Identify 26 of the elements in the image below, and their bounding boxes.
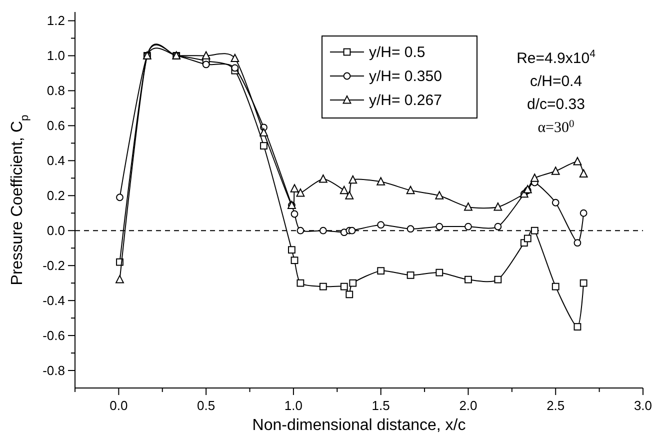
- x-tick-label: 0.0: [110, 398, 128, 413]
- x-axis-title: Non-dimensional distance, x/c: [252, 417, 466, 434]
- y-tick-label: 0.4: [46, 153, 65, 168]
- annotation: d/c=0.33: [527, 96, 585, 113]
- annotation: c/H=0.4: [530, 73, 582, 90]
- y-tick-label: 1.2: [46, 13, 65, 28]
- y-tick-label: -0.6: [42, 328, 65, 344]
- x-tick-label: 0.5: [197, 398, 216, 413]
- y-tick-label: 0.0: [46, 223, 65, 238]
- y-tick-label: 0.6: [46, 118, 65, 134]
- x-tick-label: 1.5: [372, 398, 390, 413]
- legend-label: y/H= 0.5: [369, 44, 426, 61]
- y-tick-label: -0.8: [42, 363, 65, 378]
- x-tick-label: 1.0: [284, 398, 302, 413]
- annotation: α=30$^{0}$: [538, 118, 574, 136]
- y-tick-label: 1.0: [46, 48, 65, 64]
- y-tick-label: 0.8: [46, 83, 65, 98]
- legend-label: y/H= 0.350: [369, 68, 442, 85]
- y-tick-label: -0.4: [42, 293, 65, 308]
- annotation: Re=4.9x10$^{4}$: [516, 48, 596, 67]
- y-tick-label: 0.2: [46, 188, 65, 204]
- x-tick-label: 2.0: [459, 398, 478, 413]
- x-tick-label: 2.5: [546, 398, 565, 413]
- y-tick-label: -0.2: [42, 258, 65, 274]
- legend-label: y/H= 0.267: [369, 92, 442, 109]
- x-tick-label: 3.0: [634, 398, 652, 413]
